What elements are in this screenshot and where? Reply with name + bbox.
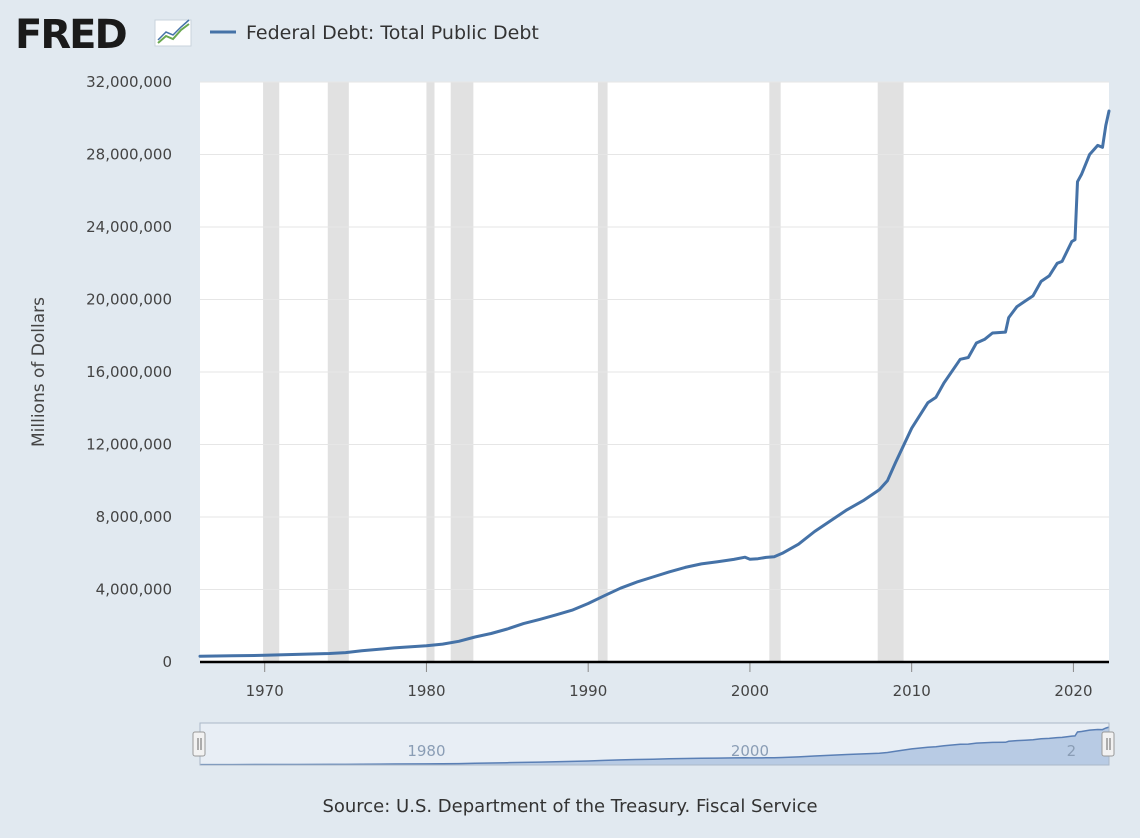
navigator-labels: 1980 2000 2 <box>407 742 1076 760</box>
y-tick-label: 20,000,000 <box>86 291 172 309</box>
source-note: Source: U.S. Department of the Treasury.… <box>322 796 817 817</box>
y-axis-title: Millions of Dollars <box>29 297 49 447</box>
y-tick-label: 12,000,000 <box>86 436 172 454</box>
navigator-left-handle[interactable] <box>192 731 206 757</box>
navigator[interactable]: 1980 2000 2 <box>192 722 1115 766</box>
y-tick-label: 8,000,000 <box>96 508 172 526</box>
gridlines <box>200 81 1109 590</box>
fred-logo: FRED <box>15 12 126 58</box>
x-tick-label: 2000 <box>731 682 769 700</box>
x-tick-label: 1970 <box>246 682 284 700</box>
x-tick-label: 2020 <box>1054 682 1092 700</box>
navigator-right-handle[interactable] <box>1101 731 1115 757</box>
x-tick-label: 1980 <box>407 682 445 700</box>
x-axis-ticks: 1970 1980 1990 2000 2010 2020 <box>246 662 1093 700</box>
y-tick-label: 16,000,000 <box>86 363 172 381</box>
series-line[interactable] <box>198 109 1111 658</box>
x-tick-label: 2010 <box>893 682 931 700</box>
series-layer <box>198 109 1111 658</box>
navigator-label: 2000 <box>731 742 769 760</box>
x-tick-label: 1990 <box>569 682 607 700</box>
navigator-label: 1980 <box>407 742 445 760</box>
y-tick-label: 24,000,000 <box>86 218 172 236</box>
navigator-series-line <box>200 726 1110 766</box>
legend-label[interactable]: Federal Debt: Total Public Debt <box>246 22 539 44</box>
y-tick-label: 0 <box>162 653 172 671</box>
navigator-series-area <box>200 727 1109 765</box>
navigator-label: 2 <box>1067 742 1077 760</box>
fred-logo-graph-icon <box>154 19 192 47</box>
y-tick-label: 32,000,000 <box>86 73 172 91</box>
y-tick-label: 4,000,000 <box>96 581 172 599</box>
y-axis-ticks: 0 4,000,000 8,000,000 12,000,000 16,000,000 2… <box>86 73 172 671</box>
y-tick-label: 28,000,000 <box>86 146 172 164</box>
